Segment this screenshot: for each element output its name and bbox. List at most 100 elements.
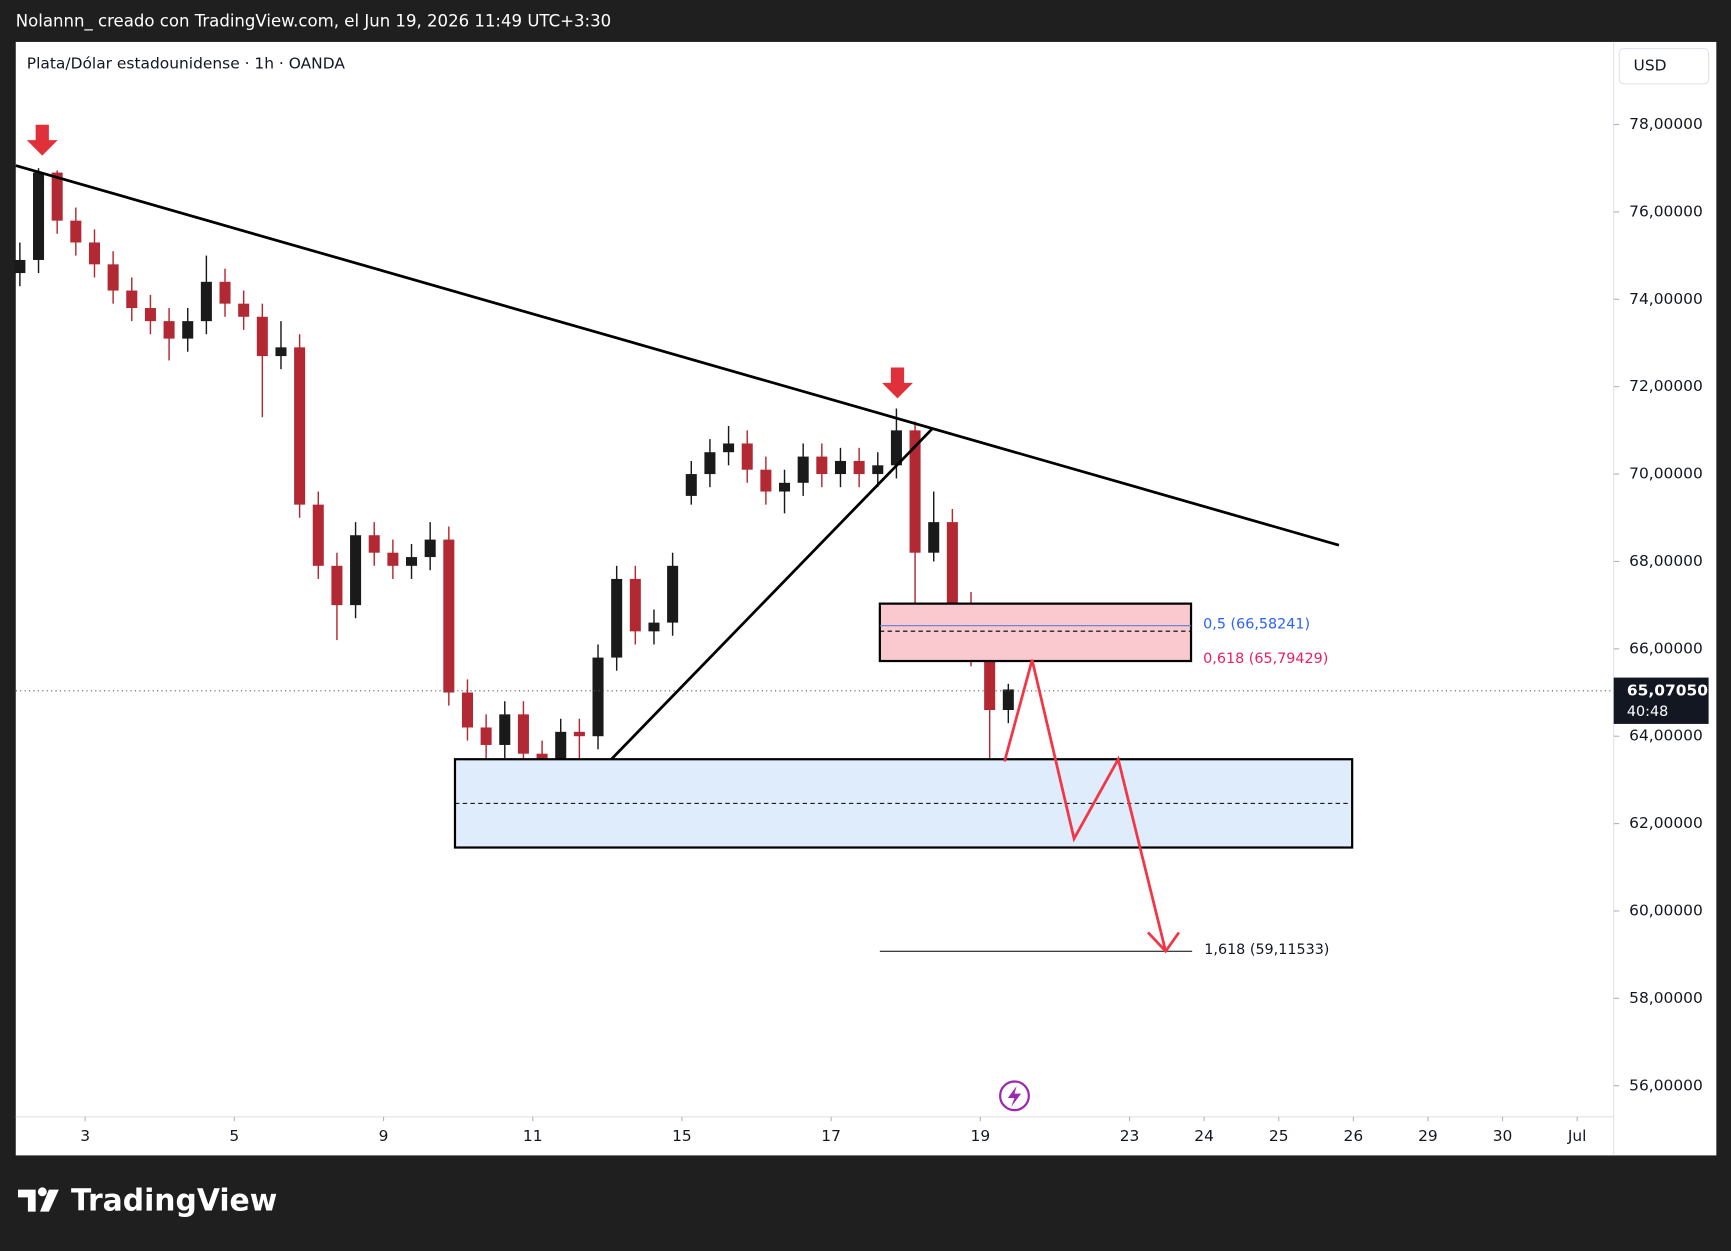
- x-tick-label: 3: [80, 1127, 90, 1145]
- y-tick-label: 68,00000: [1629, 552, 1703, 570]
- y-tick-label: 60,00000: [1629, 901, 1703, 919]
- last-price: 65,07050: [1627, 681, 1708, 699]
- x-tick-label: Jul: [1567, 1127, 1587, 1145]
- projection-arrowhead: [1147, 931, 1181, 954]
- candle-body: [741, 443, 753, 470]
- x-tick-label: 15: [672, 1127, 692, 1145]
- x-tick-label: 17: [821, 1127, 841, 1145]
- candle-body: [629, 578, 641, 632]
- brand: TradingView: [71, 1183, 277, 1218]
- candle-body: [946, 522, 958, 606]
- candle-body: [144, 308, 156, 322]
- candle-body: [70, 220, 82, 243]
- candle-body: [33, 172, 45, 260]
- x-tick-label: 9: [379, 1127, 389, 1145]
- y-tick-label: 74,00000: [1629, 290, 1703, 308]
- brand-logo: TradingView: [17, 1183, 277, 1218]
- candle-body: [424, 539, 436, 558]
- candle-body: [107, 264, 119, 291]
- candle-body: [238, 303, 250, 317]
- currency-box[interactable]: [1618, 48, 1710, 85]
- y-tick-label: 56,00000: [1629, 1076, 1703, 1094]
- x-tick-label: 19: [971, 1127, 991, 1145]
- x-tick-label: 30: [1493, 1127, 1513, 1145]
- candle-body: [126, 290, 138, 309]
- symbol-title: Plata/Dólar estadounidense · 1h · OANDA: [27, 55, 346, 73]
- x-tick-label: 24: [1194, 1127, 1214, 1145]
- candle-body: [331, 565, 343, 606]
- chart-area: [15, 41, 1717, 1156]
- candle-body: [834, 460, 846, 475]
- candle-body: [406, 557, 418, 566]
- candle-body: [779, 482, 791, 492]
- events-icon-bolt: [1007, 1085, 1022, 1107]
- down-arrow: [26, 124, 58, 156]
- candle-body: [704, 452, 716, 475]
- y-tick-label: 64,00000: [1629, 727, 1703, 745]
- y-tick-label: 62,00000: [1629, 814, 1703, 832]
- candle-body: [163, 321, 175, 339]
- candle-body: [200, 281, 212, 322]
- ticks: 56,00000 58,00000 60,00000 62,00000 64,00000…: [80, 115, 1703, 1145]
- candle-body: [387, 552, 399, 566]
- candle-body: [872, 465, 884, 475]
- candle-body: [312, 504, 324, 566]
- y-tick-label: 58,00000: [1629, 989, 1703, 1007]
- candle-body: [14, 259, 26, 274]
- candle-body: [461, 692, 473, 728]
- x-tick-label: 23: [1120, 1127, 1140, 1145]
- candle-body: [368, 535, 380, 553]
- fib-label: 0,618 (65,79429): [1203, 651, 1328, 667]
- projection-path: [1003, 659, 1168, 952]
- y-tick-label: 70,00000: [1629, 465, 1703, 483]
- candle-body: [350, 535, 362, 606]
- candle-body: [499, 714, 511, 745]
- candle-body: [294, 347, 306, 505]
- candle-body: [928, 522, 940, 553]
- candle-body: [219, 281, 231, 304]
- down-arrow: [882, 367, 913, 399]
- y-tick-label: 78,00000: [1629, 115, 1703, 133]
- candle-body: [760, 469, 772, 492]
- supply-zone: [878, 602, 1193, 663]
- candle-body: [685, 474, 697, 496]
- candle-body: [667, 565, 679, 623]
- candle-body: [611, 578, 623, 658]
- candle-body: [853, 460, 865, 475]
- trendline: [15, 164, 1340, 547]
- fib-label: 1,618 (59,11533): [1204, 942, 1329, 958]
- candle-body: [984, 653, 996, 711]
- y-tick-label: 72,00000: [1629, 377, 1703, 395]
- x-tick-label: 5: [229, 1127, 239, 1145]
- candle-body: [275, 347, 287, 357]
- x-tick-label: 25: [1269, 1127, 1289, 1145]
- fib-label: 0,5 (66,58241): [1203, 617, 1310, 633]
- currency: USD: [1634, 57, 1667, 75]
- last-price-box: [1613, 677, 1709, 724]
- candle-body: [909, 430, 921, 553]
- candle-body: [51, 172, 63, 221]
- candle-body: [1002, 689, 1014, 711]
- candle-body: [723, 443, 735, 453]
- y-tick-label: 66,00000: [1629, 639, 1703, 657]
- candle-body: [573, 731, 585, 737]
- logo-mark: [17, 1187, 59, 1212]
- drawings: 0,5 (66,58241) 0,618 (65,79429) 1,618 (5…: [15, 124, 1614, 1112]
- candle-body: [480, 727, 492, 745]
- candle-body: [816, 456, 828, 475]
- candle-body: [797, 456, 809, 483]
- candle-body: [592, 657, 604, 737]
- x-tick-label: 11: [523, 1127, 543, 1145]
- x-tick-label: 26: [1344, 1127, 1364, 1145]
- candle-body: [648, 622, 660, 632]
- candle-body: [890, 430, 902, 466]
- candle-body: [517, 714, 529, 754]
- candle-body: [182, 321, 194, 339]
- x-tick-label: 29: [1418, 1127, 1438, 1145]
- candle-body: [256, 316, 268, 357]
- header: Nolannn_ creado con TradingView.com, el …: [16, 12, 611, 32]
- candle-body: [443, 539, 455, 693]
- y-tick-label: 76,00000: [1629, 202, 1703, 220]
- countdown: 40:48: [1627, 704, 1668, 720]
